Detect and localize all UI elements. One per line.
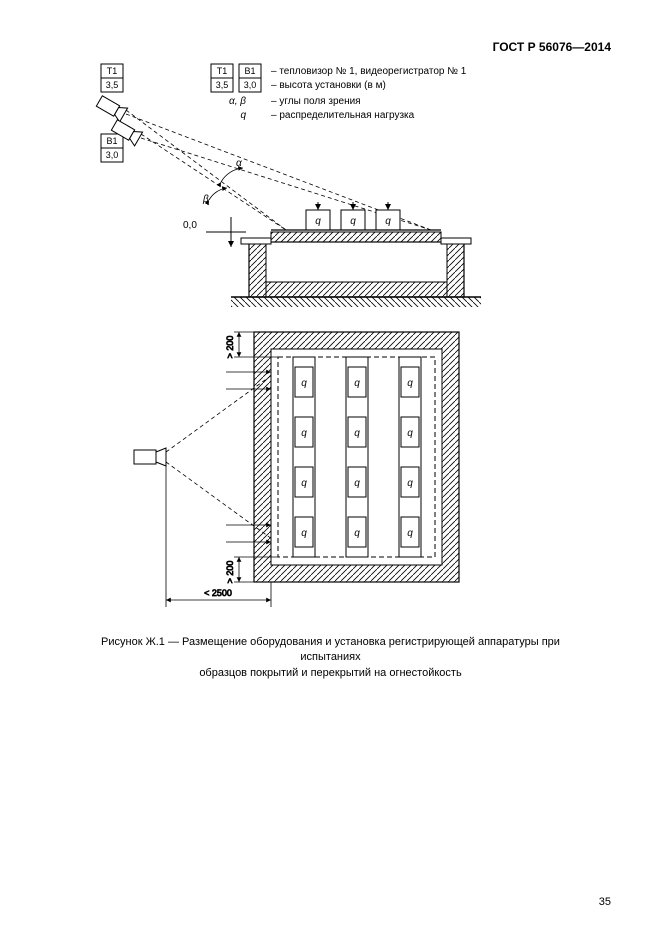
svg-text:q: q [407, 478, 413, 489]
svg-text:q: q [354, 528, 360, 539]
svg-text:q: q [354, 378, 360, 389]
legend: Т1 3,5 В1 3,0 – тепловизор № 1, видеорег… [211, 64, 467, 121]
svg-text:3,0: 3,0 [105, 150, 118, 160]
svg-text:< 2500: < 2500 [204, 588, 232, 598]
svg-text:q: q [315, 216, 321, 227]
slab [231, 230, 481, 307]
zero-level: 0,0 [183, 217, 246, 247]
figure-caption: Рисунок Ж.1 — Размещение оборудования и … [71, 635, 591, 681]
svg-text:q: q [385, 216, 391, 227]
svg-text:q: q [301, 478, 307, 489]
svg-text:– распределительная нагрузка: – распределительная нагрузка [271, 110, 415, 121]
svg-text:q: q [301, 428, 307, 439]
figure-1-side-view: Т1 3,5 В1 3,0 – тепловизор № 1, видеорег… [71, 62, 591, 317]
svg-text:> 200: > 200 [225, 561, 235, 584]
svg-text:0,0: 0,0 [183, 220, 197, 231]
svg-text:– углы поля зрения: – углы поля зрения [271, 96, 361, 107]
svg-text:q: q [354, 478, 360, 489]
svg-text:3,5: 3,5 [105, 80, 118, 90]
furnace-plan: q q q q q q q q q q q q [254, 332, 459, 582]
svg-text:q: q [301, 378, 307, 389]
svg-text:q: q [407, 378, 413, 389]
svg-text:> 200: > 200 [225, 336, 235, 359]
svg-text:q: q [301, 528, 307, 539]
camera-b1: В1 3,0 [101, 118, 143, 162]
svg-text:3,5: 3,5 [215, 80, 228, 90]
svg-text:– высота установки (в м): – высота установки (в м) [271, 80, 386, 91]
svg-text:q: q [407, 528, 413, 539]
loads: q q q [306, 202, 400, 230]
document-header: ГОСТ Р 56076—2014 [50, 40, 611, 54]
svg-text:q: q [354, 428, 360, 439]
svg-text:q: q [240, 110, 246, 121]
svg-text:α, β: α, β [229, 96, 246, 107]
figure-container: Т1 3,5 В1 3,0 – тепловизор № 1, видеорег… [71, 62, 591, 681]
svg-text:3,0: 3,0 [243, 80, 256, 90]
figure-2-top-view: q q q q q q q q q q q q [71, 317, 591, 617]
camera-top [134, 448, 166, 466]
svg-text:Т1: Т1 [216, 66, 227, 76]
svg-text:q: q [350, 216, 356, 227]
svg-text:В1: В1 [244, 66, 255, 76]
svg-text:В1: В1 [106, 136, 117, 146]
svg-text:α: α [236, 158, 242, 169]
svg-text:q: q [407, 428, 413, 439]
caption-line-1: Рисунок Ж.1 — Размещение оборудования и … [101, 636, 560, 663]
camera-t1: Т1 3,5 [95, 64, 127, 122]
page-number: 35 [599, 896, 611, 908]
svg-text:Т1: Т1 [106, 66, 117, 76]
caption-line-2: образцов покрытий и перекрытий на огнест… [199, 667, 461, 679]
angle-labels: α β [202, 158, 243, 205]
page: ГОСТ Р 56076—2014 Т1 3,5 [0, 0, 661, 936]
svg-text:– тепловизор № 1, видеорегистр: – тепловизор № 1, видеорегистратор № 1 [271, 66, 467, 77]
svg-text:β: β [202, 194, 209, 205]
